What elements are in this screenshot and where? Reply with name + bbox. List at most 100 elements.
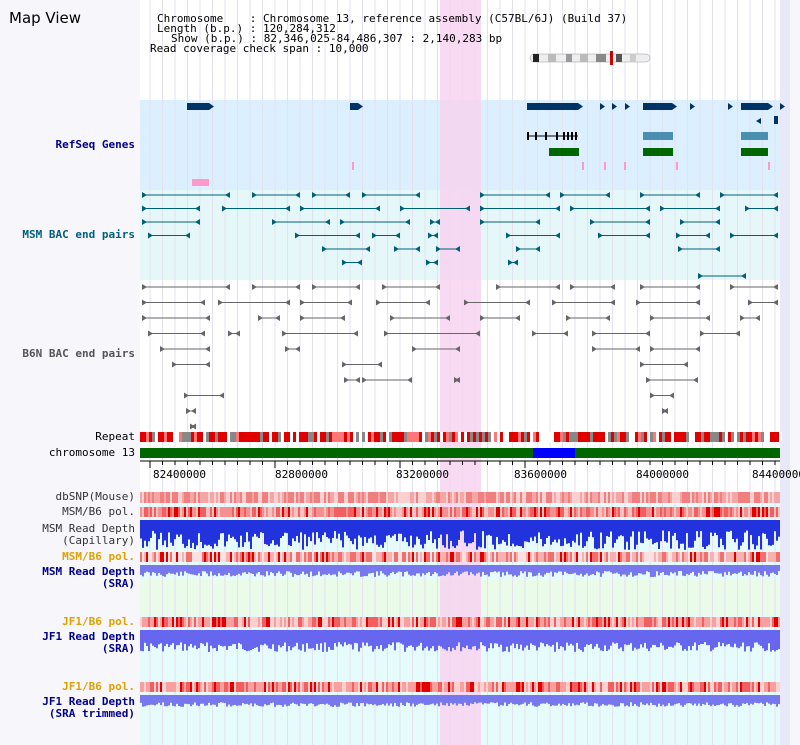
track-label-msm-read-depth-sra[interactable]: MSM Read Depth	[42, 565, 135, 578]
depth-bar	[698, 565, 700, 573]
heat-cell	[276, 682, 278, 692]
track-label-jf1-read-depth-trim[interactable]: JF1 Read Depth	[42, 695, 135, 708]
heat-cell	[680, 552, 682, 562]
depth-bar	[654, 520, 656, 543]
depth-bar	[246, 520, 248, 533]
depth-bar	[710, 565, 712, 572]
heat-cell	[670, 682, 672, 692]
refseq-genes-track[interactable]	[187, 103, 785, 186]
depth-bar	[576, 630, 578, 643]
msm-bac-track[interactable]	[142, 192, 778, 279]
depth-bar	[560, 520, 562, 547]
heat-cell	[244, 552, 246, 562]
depth-tracks[interactable]	[140, 520, 780, 707]
repeat-segment	[212, 432, 215, 442]
heat-cell	[674, 682, 676, 692]
track-label-jf1-b6-pol-2[interactable]: JF1/B6 pol.	[62, 680, 135, 693]
depth-bar	[440, 520, 442, 535]
depth-bar	[532, 520, 534, 541]
depth-bar	[300, 630, 302, 651]
depth-bar	[340, 630, 342, 645]
repeat-segment	[320, 432, 323, 442]
depth-bar	[604, 695, 606, 706]
heat-cell	[572, 682, 574, 692]
depth-bar	[328, 695, 330, 705]
track-label-dbsnp[interactable]: dbSNP(Mouse)	[55, 490, 135, 503]
repeat-segment	[491, 432, 494, 442]
repeat-segment	[299, 432, 302, 442]
heat-cell	[400, 682, 402, 692]
heat-cell	[348, 492, 350, 503]
track-label-repeat[interactable]: Repeat	[95, 430, 135, 443]
track-label-msm-b6-pol-1[interactable]: MSM/B6 pol.	[62, 505, 135, 518]
heat-cell	[532, 682, 534, 692]
heat-cell	[686, 492, 688, 503]
heat-cell	[738, 617, 740, 627]
track-label-jf1-b6-pol-1[interactable]: JF1/B6 pol.	[62, 615, 135, 628]
heat-cell	[776, 507, 778, 517]
repeat-segment	[419, 432, 422, 442]
heat-cell	[392, 682, 394, 692]
depth-bar	[284, 565, 286, 575]
heat-cell	[458, 682, 460, 692]
heat-cell	[592, 682, 594, 692]
heat-cell	[240, 552, 242, 562]
repeat-segment	[779, 432, 782, 442]
heat-cell	[740, 552, 742, 562]
repeat-segment	[710, 432, 713, 442]
heat-cell	[546, 492, 548, 503]
chromosome-ideogram[interactable]	[529, 51, 651, 65]
depth-bar	[670, 630, 672, 647]
depth-bar	[662, 565, 664, 573]
depth-bar	[532, 565, 534, 577]
depth-bar	[398, 520, 400, 534]
heat-cell	[424, 617, 426, 627]
gene-feature	[187, 103, 209, 110]
depth-bar	[544, 630, 546, 647]
heat-cell	[658, 492, 660, 503]
heat-cell	[708, 507, 710, 517]
track-label-b6n-bac[interactable]: B6N BAC end pairs	[22, 347, 135, 360]
depth-bar	[260, 520, 262, 533]
chromosome-bar[interactable]	[140, 448, 780, 458]
heat-cell	[642, 682, 644, 692]
heat-cell	[392, 617, 394, 627]
heat-cell	[572, 617, 574, 627]
depth-bar	[758, 520, 760, 537]
repeat-segment	[653, 432, 656, 442]
track-label-msm-read-depth-cap[interactable]: MSM Read Depth	[42, 522, 135, 535]
heat-tracks[interactable]	[140, 492, 780, 692]
track-label-refseq[interactable]: RefSeq Genes	[55, 138, 135, 151]
depth-bar	[464, 630, 466, 649]
heat-cell	[366, 617, 368, 627]
heat-cell	[602, 617, 604, 627]
depth-bar	[468, 695, 470, 706]
heat-cell	[754, 552, 756, 562]
heat-cell	[286, 552, 288, 562]
depth-bar	[480, 565, 482, 577]
heat-cell	[384, 682, 386, 692]
depth-bar	[358, 695, 360, 707]
heat-cell	[344, 617, 346, 627]
heat-cell	[382, 682, 384, 692]
track-label-jf1-read-depth-sra[interactable]: JF1 Read Depth	[42, 630, 135, 643]
track-label-chromosome[interactable]: chromosome 13	[48, 446, 135, 459]
heat-cell	[282, 492, 284, 503]
depth-bar	[520, 520, 522, 547]
heat-cell	[684, 507, 686, 517]
depth-bar	[158, 565, 160, 574]
heat-cell	[344, 492, 346, 503]
heat-cell	[434, 682, 436, 692]
depth-bar	[460, 695, 462, 704]
track-label-msm-b6-pol-2[interactable]: MSM/B6 pol.	[62, 550, 135, 563]
repeat-track[interactable]	[140, 432, 782, 442]
heat-cell	[460, 507, 462, 517]
b6n-bac-track[interactable]	[142, 284, 778, 430]
heat-cell	[486, 682, 488, 692]
heat-cell	[512, 492, 514, 503]
track-label-msm-bac[interactable]: MSM BAC end pairs	[22, 228, 135, 241]
repeat-segment	[500, 432, 503, 442]
heat-cell	[336, 492, 338, 503]
heat-cell	[670, 617, 672, 627]
depth-bar	[240, 565, 242, 576]
